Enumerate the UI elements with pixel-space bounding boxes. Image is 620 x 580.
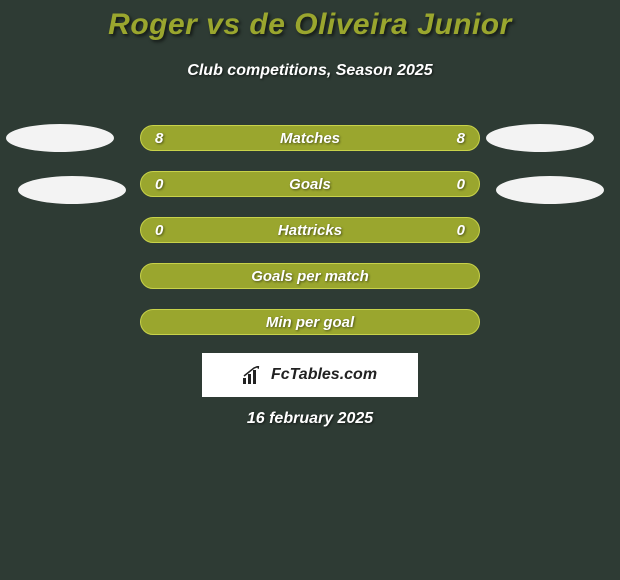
stat-left-value: 0 xyxy=(155,222,163,239)
stat-right-value: 0 xyxy=(457,222,465,239)
stat-label: Goals per match xyxy=(155,268,465,285)
stat-row: 8Matches8 xyxy=(140,125,480,151)
stat-label: Matches xyxy=(163,130,456,147)
stat-label: Goals xyxy=(163,176,456,193)
player-left-oval xyxy=(6,124,114,152)
stat-label: Hattricks xyxy=(163,222,456,239)
stat-right-value: 0 xyxy=(457,176,465,193)
player-right-oval xyxy=(486,124,594,152)
stat-left-value: 8 xyxy=(155,130,163,147)
source-badge: FcTables.com xyxy=(202,353,418,397)
stat-row: Min per goal xyxy=(140,309,480,335)
comparison-subtitle: Club competitions, Season 2025 xyxy=(0,62,620,80)
comparison-title: Roger vs de Oliveira Junior xyxy=(0,8,620,42)
player-left-oval xyxy=(18,176,126,204)
player-right-oval xyxy=(496,176,604,204)
source-badge-text: FcTables.com xyxy=(271,366,377,384)
stat-row: Goals per match xyxy=(140,263,480,289)
stat-label: Min per goal xyxy=(155,314,465,331)
stat-left-value: 0 xyxy=(155,176,163,193)
chart-icon xyxy=(243,366,265,384)
stat-right-value: 8 xyxy=(457,130,465,147)
stat-row: 0Hattricks0 xyxy=(140,217,480,243)
generation-date: 16 february 2025 xyxy=(0,410,620,428)
stat-row: 0Goals0 xyxy=(140,171,480,197)
